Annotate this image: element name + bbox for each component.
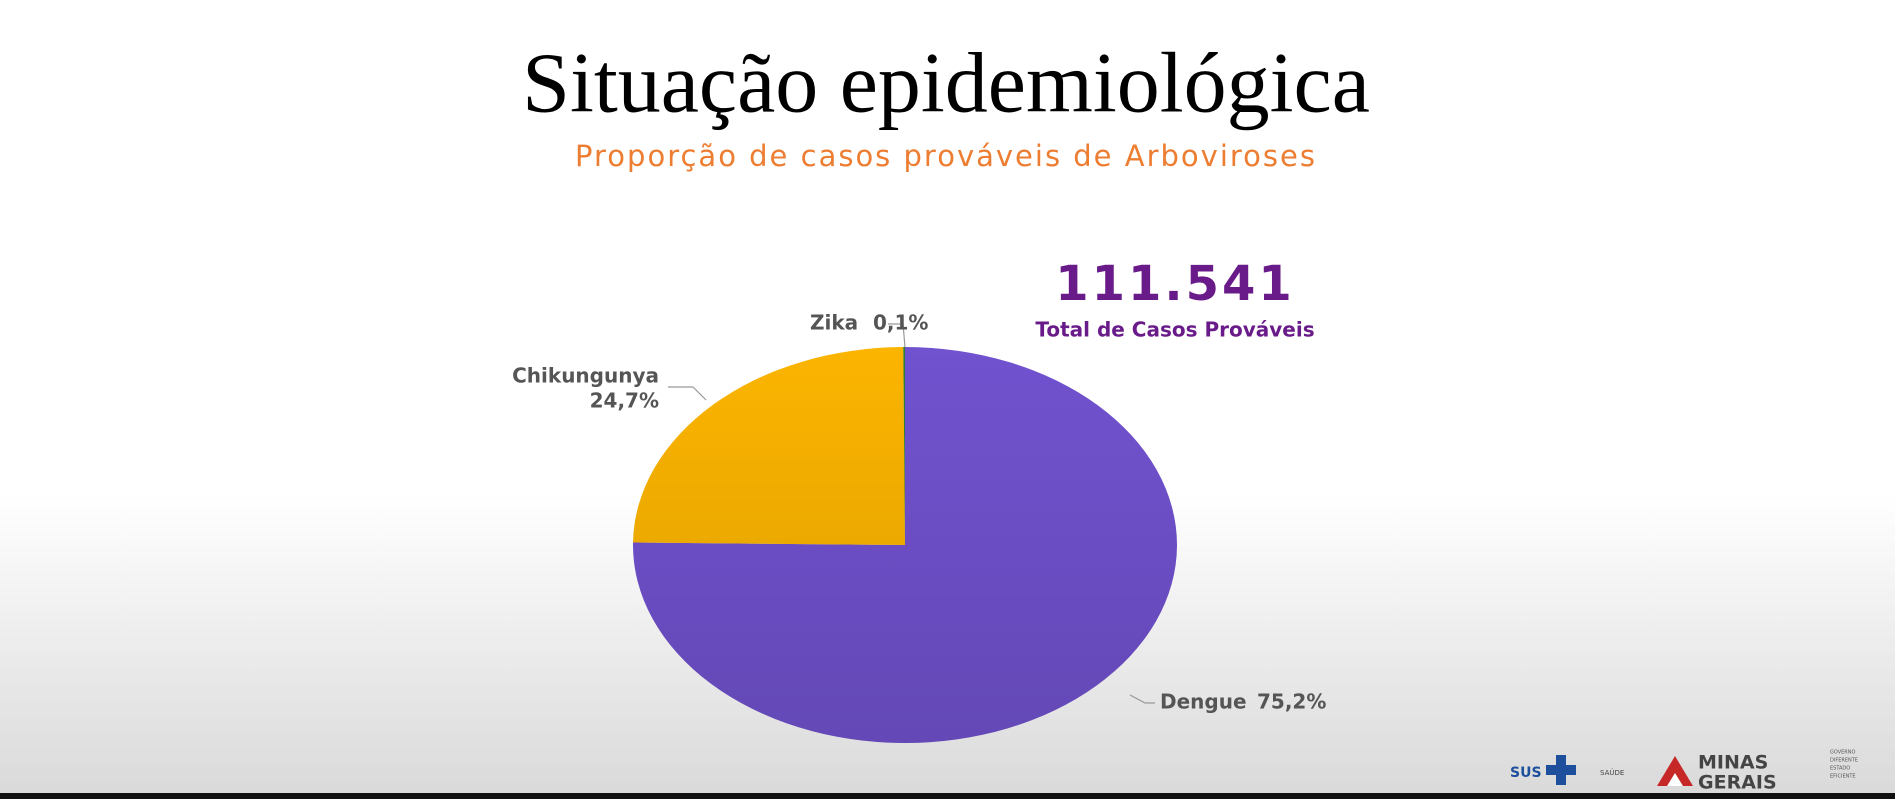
saude-text: SAÚDE [1600,768,1624,777]
bottom-bar [0,793,1895,799]
pie [633,347,1177,744]
slice-value-label: 75,2% [1257,690,1326,714]
sus-cross [1546,755,1576,785]
leader-line [668,386,707,401]
motto-text: ESTADO [1830,766,1850,772]
total-caption: Total de Casos Prováveis [1035,318,1314,342]
slice-value-label: 24,7% [590,389,659,413]
slice-name: Zika [810,311,858,335]
total-value: 111.541 [1055,256,1295,312]
mg-text: GERAIS [1698,772,1777,794]
motto-text: EFICIENTE [1830,774,1856,780]
leader-line [888,323,906,348]
slice-name: Dengue [1160,690,1247,714]
motto-text: GOVERNO [1830,750,1856,756]
chart-subtitle: Proporção de casos prováveis de Arboviro… [575,139,1317,173]
slice-name: Chikungunya [512,364,659,388]
mg-text: MINAS [1698,752,1768,774]
mg-triangle-inner [1667,773,1683,786]
logos: SUS SAÚDE MINAS GERAIS GOVERNO DIFERENTE… [1510,750,1858,794]
slice-value-label: 0,1% [873,311,928,335]
chart-title: Situação epidemiológica [522,35,1370,131]
sus-logo-text: SUS [1510,765,1542,781]
mg-triangle [1657,756,1693,786]
motto-text: DIFERENTE [1830,758,1858,764]
leader-line [1129,694,1155,704]
